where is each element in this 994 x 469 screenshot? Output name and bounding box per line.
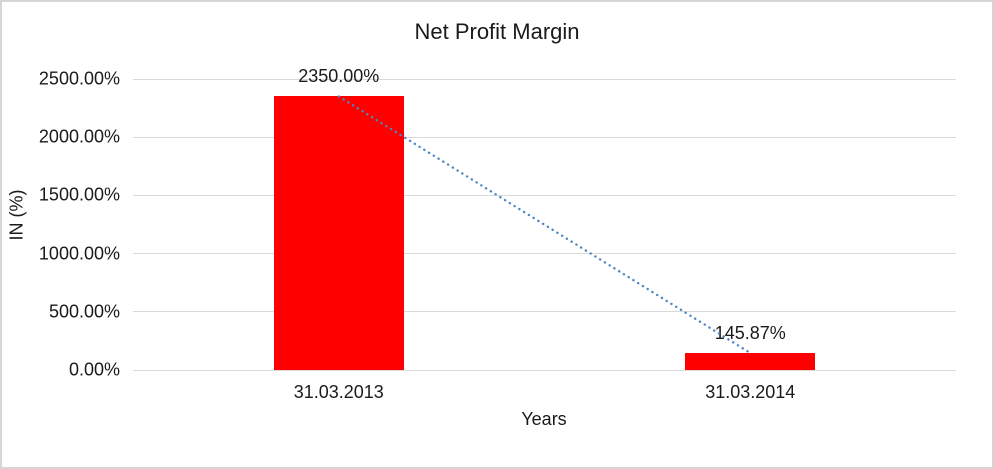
bar-31.03.2013 (273, 96, 404, 370)
chart-title: Net Profit Margin (414, 19, 580, 44)
y-tick-label: 2500.00% (38, 68, 120, 89)
y-tick-label: 2000.00% (38, 126, 120, 147)
data-label: 145.87% (714, 323, 786, 344)
y-tick-label: 1500.00% (38, 184, 120, 205)
x-axis-title: Years (521, 409, 567, 429)
gridline (133, 78, 956, 80)
y-tick-label: 500.00% (48, 301, 120, 322)
y-axis-ticks: 0.00% 500.00% 1000.00% 1500.00% 2000.00% 2500… (2, 69, 120, 380)
gridline (133, 194, 956, 196)
plot-area: 2350.00% 145.87% (133, 67, 956, 371)
gridline (133, 136, 956, 138)
x-axis-labels: 31.03.2013 31.03.2014 (133, 382, 956, 404)
gridline (133, 369, 956, 371)
gridline (133, 253, 956, 255)
x-tick-label: 31.03.2013 (293, 382, 384, 402)
y-tick-label: 1000.00% (38, 243, 120, 264)
y-tick-label: 0.00% (68, 359, 120, 380)
gridline (133, 311, 956, 313)
trendline (337, 95, 752, 355)
bar-31.03.2014 (685, 353, 816, 370)
x-tick-label: 31.03.2014 (705, 382, 796, 402)
data-label: 2350.00% (298, 66, 380, 87)
